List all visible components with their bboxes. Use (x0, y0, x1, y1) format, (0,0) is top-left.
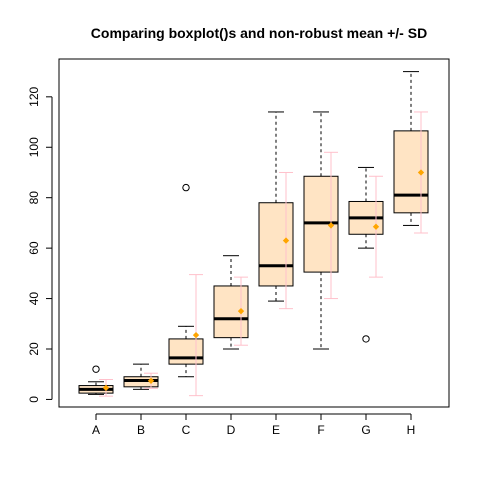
x-tick-label: G (361, 423, 370, 437)
chart-title: Comparing boxplot()s and non-robust mean… (91, 25, 427, 41)
y-tick-label: 40 (27, 292, 41, 306)
box-group-G (348, 166, 384, 343)
x-tick-label: E (272, 423, 280, 437)
y-tick-label: 120 (27, 86, 41, 106)
y-tick-label: 80 (27, 191, 41, 205)
mean-sd-group-C (189, 274, 203, 397)
mean-sd-group-G (369, 175, 383, 278)
mean-point (327, 222, 335, 229)
y-tick-label: 20 (27, 342, 41, 356)
mean-point (372, 223, 380, 230)
outlier-point (182, 183, 190, 192)
box-iqr (258, 202, 294, 287)
y-tick-label: 0 (27, 396, 41, 403)
box-group-E (258, 111, 294, 302)
outlier-point (92, 365, 100, 373)
box-group-D (213, 255, 249, 350)
outlier-point (362, 335, 370, 343)
mean-point (147, 377, 155, 384)
x-tick-label: A (92, 423, 100, 437)
mean-point (102, 384, 110, 392)
box-iqr (168, 338, 204, 365)
y-tick-label: 60 (27, 241, 41, 255)
x-tick-label: F (317, 423, 324, 437)
mean-sd-group-F (324, 151, 338, 300)
mean-sd-group-H (414, 111, 428, 234)
mean-point (282, 237, 290, 244)
box-group-C (168, 183, 204, 378)
x-tick-label: C (182, 423, 191, 437)
plot-layer: 0 20 40 60 80 100 120 A B C D E F G H (27, 71, 429, 437)
mean-point (192, 331, 200, 339)
y-tick-label: 100 (27, 137, 41, 157)
mean-point (417, 169, 425, 176)
x-tick-label: B (137, 423, 145, 437)
mean-sd-group-B (144, 372, 158, 389)
mean-sd-group-E (279, 171, 293, 310)
x-tick-label: D (227, 423, 236, 437)
mean-sd-group-D (234, 276, 248, 346)
mean-sd-group-A (99, 379, 113, 397)
box-iqr (213, 285, 249, 339)
x-tick-label: H (407, 423, 416, 437)
plot-frame (58, 58, 450, 408)
mean-point (237, 308, 245, 315)
